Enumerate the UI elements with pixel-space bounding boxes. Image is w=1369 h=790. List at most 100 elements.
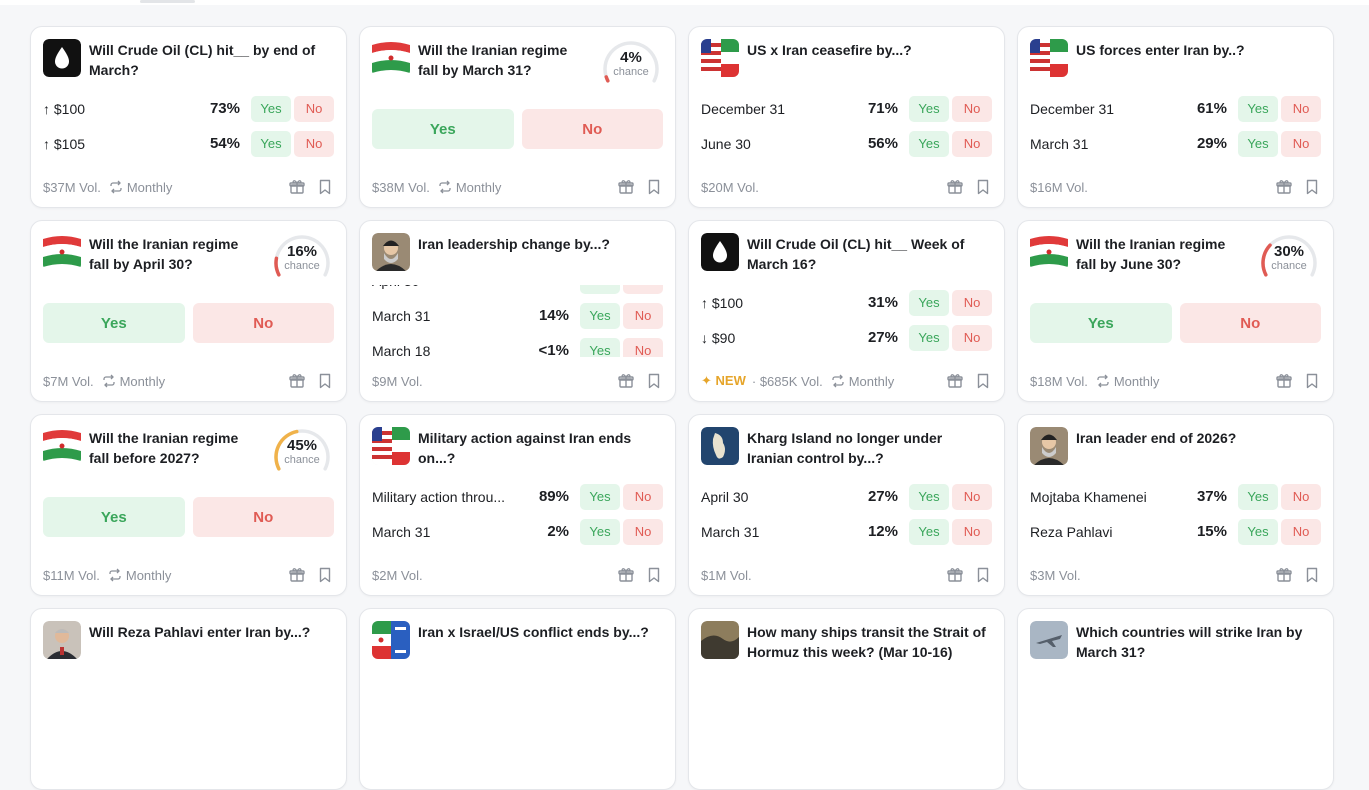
buy-no-button[interactable]: No — [1179, 303, 1321, 343]
gift-icon[interactable] — [946, 566, 964, 584]
buy-yes-button[interactable]: Yes — [909, 518, 949, 545]
buy-no-button[interactable]: No — [952, 518, 992, 545]
buy-yes-button[interactable]: Yes — [580, 285, 620, 294]
market-card[interactable]: Will the Iranian regime fall by April 30… — [30, 220, 347, 402]
market-title[interactable]: Will the Iranian regime fall by April 30… — [89, 236, 239, 272]
buy-no-button[interactable]: No — [1281, 518, 1321, 545]
buy-yes-button[interactable]: Yes — [1238, 483, 1278, 510]
gift-icon[interactable] — [288, 566, 306, 584]
buy-no-button[interactable]: No — [521, 109, 663, 149]
buy-yes-button[interactable]: Yes — [580, 518, 620, 545]
market-card[interactable]: Will Crude Oil (CL) hit__ Week of March … — [688, 220, 1005, 402]
buy-yes-button[interactable]: Yes — [251, 130, 291, 157]
bookmark-icon[interactable] — [1303, 566, 1321, 584]
market-card[interactable]: US x Iran ceasefire by...? December 31 71%… — [688, 26, 1005, 208]
market-title[interactable]: US forces enter Iran by..? — [1076, 42, 1245, 58]
buy-yes-button[interactable]: Yes — [909, 289, 949, 316]
gift-icon[interactable] — [1275, 178, 1293, 196]
buy-no-button[interactable]: No — [192, 303, 334, 343]
buy-yes-button[interactable]: Yes — [372, 109, 514, 149]
buy-yes-button[interactable]: Yes — [580, 337, 620, 357]
gift-icon[interactable] — [946, 178, 964, 196]
market-title[interactable]: Will the Iranian regime fall by June 30? — [1076, 236, 1226, 272]
gift-icon[interactable] — [617, 566, 635, 584]
market-title[interactable]: Will Crude Oil (CL) hit__ Week of March … — [747, 236, 965, 272]
buy-no-button[interactable]: No — [1281, 95, 1321, 122]
gift-icon[interactable] — [617, 178, 635, 196]
market-title[interactable]: Military action against Iran ends on...? — [418, 430, 632, 466]
bookmark-icon[interactable] — [974, 566, 992, 584]
market-card[interactable]: Will Crude Oil (CL) hit__ by end of Marc… — [30, 26, 347, 208]
buy-no-button[interactable]: No — [192, 497, 334, 537]
buy-yes-button[interactable]: Yes — [580, 483, 620, 510]
bookmark-icon[interactable] — [645, 566, 663, 584]
market-title[interactable]: How many ships transit the Strait of Hor… — [747, 624, 986, 660]
buy-yes-button[interactable]: Yes — [1238, 518, 1278, 545]
market-card[interactable]: Will the Iranian regime fall before 2027… — [30, 414, 347, 596]
market-card[interactable]: US forces enter Iran by..? December 31 61%… — [1017, 26, 1334, 208]
buy-yes-button[interactable]: Yes — [1238, 130, 1278, 157]
buy-no-button[interactable]: No — [623, 337, 663, 357]
market-card[interactable]: Military action against Iran ends on...?… — [359, 414, 676, 596]
bookmark-icon[interactable] — [316, 372, 334, 390]
gift-icon[interactable] — [288, 372, 306, 390]
market-card[interactable]: Iran x Israel/US conflict ends by...? — [359, 608, 676, 790]
gift-icon[interactable] — [617, 372, 635, 390]
buy-yes-button[interactable]: Yes — [1238, 95, 1278, 122]
buy-no-button[interactable]: No — [952, 324, 992, 351]
gift-icon[interactable] — [1275, 566, 1293, 584]
buy-yes-button[interactable]: Yes — [251, 95, 291, 122]
market-card[interactable]: Will Reza Pahlavi enter Iran by...? — [30, 608, 347, 790]
buy-no-button[interactable]: No — [952, 95, 992, 122]
bookmark-icon[interactable] — [1303, 372, 1321, 390]
buy-yes-button[interactable]: Yes — [909, 95, 949, 122]
bookmark-icon[interactable] — [645, 372, 663, 390]
market-card[interactable]: How many ships transit the Strait of Hor… — [688, 608, 1005, 790]
buy-no-button[interactable]: No — [623, 518, 663, 545]
bookmark-icon[interactable] — [974, 178, 992, 196]
buy-yes-button[interactable]: Yes — [909, 483, 949, 510]
buy-no-button[interactable]: No — [623, 302, 663, 329]
market-title[interactable]: Will Reza Pahlavi enter Iran by...? — [89, 624, 311, 640]
market-card[interactable]: Which countries will strike Iran by Marc… — [1017, 608, 1334, 790]
market-card[interactable]: Will the Iranian regime fall by June 30?… — [1017, 220, 1334, 402]
buy-no-button[interactable]: No — [1281, 483, 1321, 510]
market-title[interactable]: Kharg Island no longer under Iranian con… — [747, 430, 943, 466]
market-title[interactable]: Iran x Israel/US conflict ends by...? — [418, 624, 649, 640]
bookmark-icon[interactable] — [645, 178, 663, 196]
market-card[interactable]: Will the Iranian regime fall by March 31… — [359, 26, 676, 208]
buy-no-button[interactable]: No — [623, 483, 663, 510]
buy-no-button[interactable]: No — [294, 95, 334, 122]
market-title[interactable]: Iran leader end of 2026? — [1076, 430, 1237, 446]
buy-yes-button[interactable]: Yes — [43, 497, 185, 537]
gift-icon[interactable] — [1275, 372, 1293, 390]
market-card[interactable]: Iran leader end of 2026? Mojtaba Khamenei… — [1017, 414, 1334, 596]
bookmark-icon[interactable] — [974, 372, 992, 390]
market-title[interactable]: Iran leadership change by...? — [418, 236, 610, 252]
market-title[interactable]: Will the Iranian regime fall before 2027… — [89, 430, 239, 466]
buy-no-button[interactable]: No — [1281, 130, 1321, 157]
bookmark-icon[interactable] — [316, 178, 334, 196]
gift-icon[interactable] — [946, 372, 964, 390]
buy-yes-button[interactable]: Yes — [43, 303, 185, 343]
buy-yes-button[interactable]: Yes — [1030, 303, 1172, 343]
market-title[interactable]: Which countries will strike Iran by Marc… — [1076, 624, 1303, 660]
market-title[interactable]: US x Iran ceasefire by...? — [747, 42, 912, 58]
bookmark-icon[interactable] — [1303, 178, 1321, 196]
buy-yes-button[interactable]: Yes — [580, 302, 620, 329]
outcome-row: ↑ $105 54% Yes No — [43, 126, 334, 161]
buy-no-button[interactable]: No — [952, 130, 992, 157]
buy-no-button[interactable]: No — [623, 285, 663, 294]
market-title[interactable]: Will Crude Oil (CL) hit__ by end of Marc… — [89, 42, 316, 78]
buy-yes-button[interactable]: Yes — [909, 130, 949, 157]
market-title[interactable]: Will the Iranian regime fall by March 31… — [418, 42, 568, 78]
buy-no-button[interactable]: No — [952, 483, 992, 510]
market-card[interactable]: Kharg Island no longer under Iranian con… — [688, 414, 1005, 596]
bookmark-icon[interactable] — [316, 566, 334, 584]
buy-no-button[interactable]: No — [294, 130, 334, 157]
gift-icon[interactable] — [288, 178, 306, 196]
buy-no-button[interactable]: No — [952, 289, 992, 316]
market-card[interactable]: Iran leadership change by...? April 3036%… — [359, 220, 676, 402]
buy-yes-button[interactable]: Yes — [909, 324, 949, 351]
